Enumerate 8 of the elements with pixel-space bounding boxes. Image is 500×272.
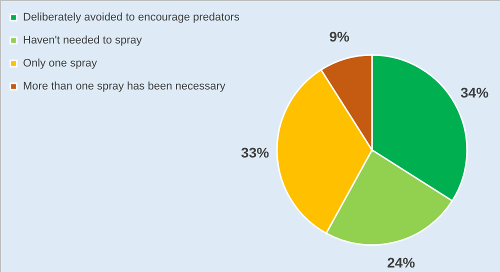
legend-label: Only one spray <box>23 58 98 70</box>
legend-label: Haven't needed to spray <box>23 34 142 46</box>
legend-label: More than one spray has been necessary <box>23 80 226 92</box>
legend-label: Deliberately avoided to encourage predators <box>23 12 240 24</box>
data-label: 24% <box>387 254 416 270</box>
data-label: 33% <box>241 144 270 161</box>
data-label: 9% <box>329 28 350 45</box>
data-label: 34% <box>460 84 490 101</box>
